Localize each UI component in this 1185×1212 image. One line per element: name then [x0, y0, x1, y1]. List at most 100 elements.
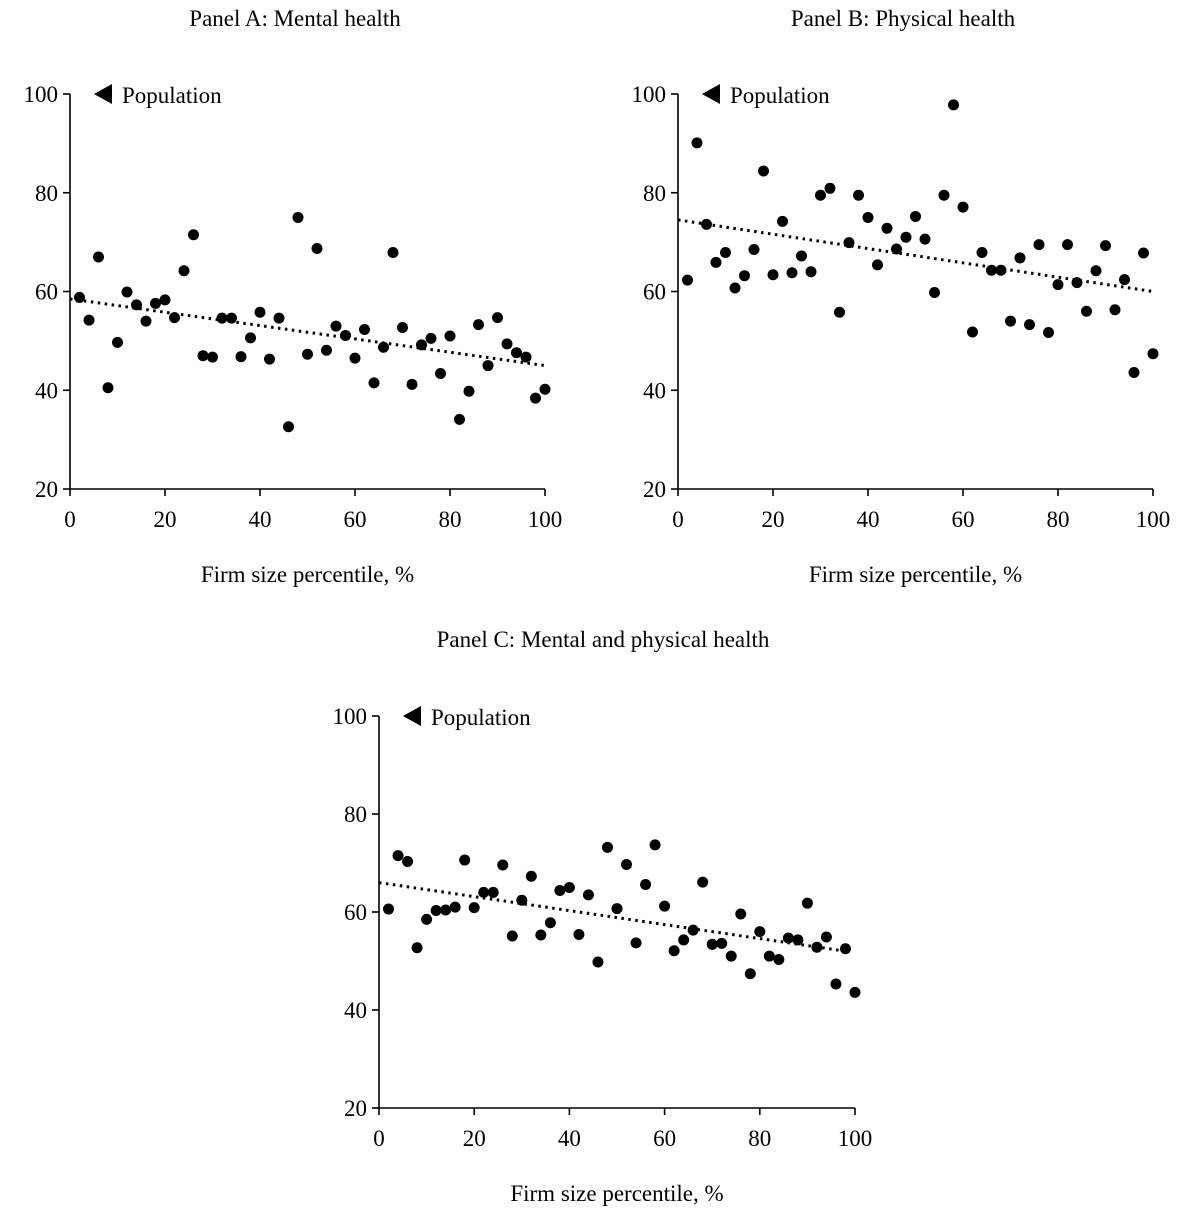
data-point [849, 986, 861, 998]
data-point [948, 99, 959, 111]
x-tick-label: 20 [762, 507, 785, 532]
y-tick-label: 40 [344, 998, 367, 1023]
data-point [226, 312, 237, 324]
data-point [121, 286, 133, 298]
data-point [516, 894, 528, 906]
panel-title: Panel A: Mental health [189, 6, 401, 31]
data-point [1128, 366, 1140, 378]
data-point [440, 904, 452, 916]
x-tick-label: 60 [653, 1126, 676, 1151]
data-point [929, 286, 940, 298]
data-point [539, 383, 551, 395]
data-point [425, 332, 437, 344]
data-point [511, 347, 522, 359]
data-point [197, 350, 209, 362]
data-point [416, 339, 427, 351]
data-point [881, 222, 893, 234]
data-point [678, 934, 690, 946]
data-point [601, 841, 613, 853]
y-tick-label: 60 [35, 280, 58, 305]
x-tick-label: 100 [838, 1126, 873, 1151]
data-point [1119, 274, 1130, 286]
data-point [691, 137, 703, 149]
x-tick-label: 100 [528, 507, 563, 532]
data-point [421, 913, 433, 925]
panel-c: Panel C: Mental and physical health 20 40 6… [333, 627, 873, 1206]
data-point [83, 314, 95, 326]
population-label: Population [431, 705, 531, 730]
y-tick-label: 40 [643, 378, 666, 403]
data-point [796, 250, 807, 262]
data-point [1147, 348, 1159, 360]
data-point [767, 269, 779, 281]
data-point [482, 360, 494, 372]
data-point [207, 351, 218, 363]
x-tick-label: 100 [1136, 507, 1171, 532]
data-point [497, 859, 509, 871]
data-point [862, 211, 874, 223]
data-point [986, 264, 997, 276]
data-point [1043, 326, 1054, 338]
panel-title: Panel C: Mental and physical health [437, 627, 770, 652]
data-point [402, 856, 414, 868]
data-point [853, 189, 864, 201]
data-point [93, 251, 104, 263]
data-point [820, 931, 832, 943]
x-tick-label: 80 [748, 1126, 771, 1151]
data-point [872, 259, 883, 271]
population-marker-icon [702, 84, 720, 104]
data-point [773, 954, 785, 966]
trend-line [378, 881, 846, 953]
data-point [900, 231, 912, 243]
data-point [834, 306, 845, 318]
x-axis-label: Firm size percentile, % [510, 1181, 723, 1206]
y-tick-label: 60 [344, 900, 367, 925]
y-tick-label: 100 [333, 704, 368, 729]
data-point [169, 312, 180, 324]
data-point [1052, 279, 1064, 291]
y-tick-label: 40 [35, 378, 58, 403]
data-point [1100, 240, 1111, 252]
data-point [811, 941, 823, 953]
data-point [725, 950, 737, 962]
data-point [1138, 247, 1149, 259]
data-point [463, 385, 475, 397]
data-point [216, 312, 228, 324]
data-point [178, 265, 190, 277]
data-point [330, 320, 342, 332]
population-label: Population [730, 83, 830, 108]
y-tick-label: 80 [35, 181, 58, 206]
data-point [758, 165, 769, 177]
data-point [1062, 239, 1073, 251]
data-point [563, 882, 575, 893]
data-point [321, 344, 332, 356]
y-tick-label: 80 [344, 802, 367, 827]
data-point [729, 282, 741, 294]
data-point [283, 421, 294, 433]
data-point [102, 382, 114, 394]
data-point [697, 876, 709, 888]
data-point [478, 886, 490, 898]
data-point [919, 233, 931, 245]
data-point [254, 306, 266, 318]
data-point [435, 367, 446, 379]
x-tick-label: 20 [463, 1126, 486, 1151]
data-point [501, 338, 513, 350]
data-point [668, 945, 680, 957]
data-point [659, 900, 671, 912]
population-marker-icon [403, 706, 421, 726]
x-axis-label: Firm size percentile, % [809, 562, 1022, 587]
data-point [506, 930, 518, 942]
data-point [1081, 305, 1092, 317]
data-point [1090, 265, 1102, 277]
data-point [891, 243, 902, 255]
data-point [938, 189, 950, 201]
data-point [359, 324, 370, 336]
data-point [744, 968, 756, 980]
data-point [74, 291, 85, 303]
data-point [397, 322, 408, 334]
data-point [763, 950, 775, 962]
